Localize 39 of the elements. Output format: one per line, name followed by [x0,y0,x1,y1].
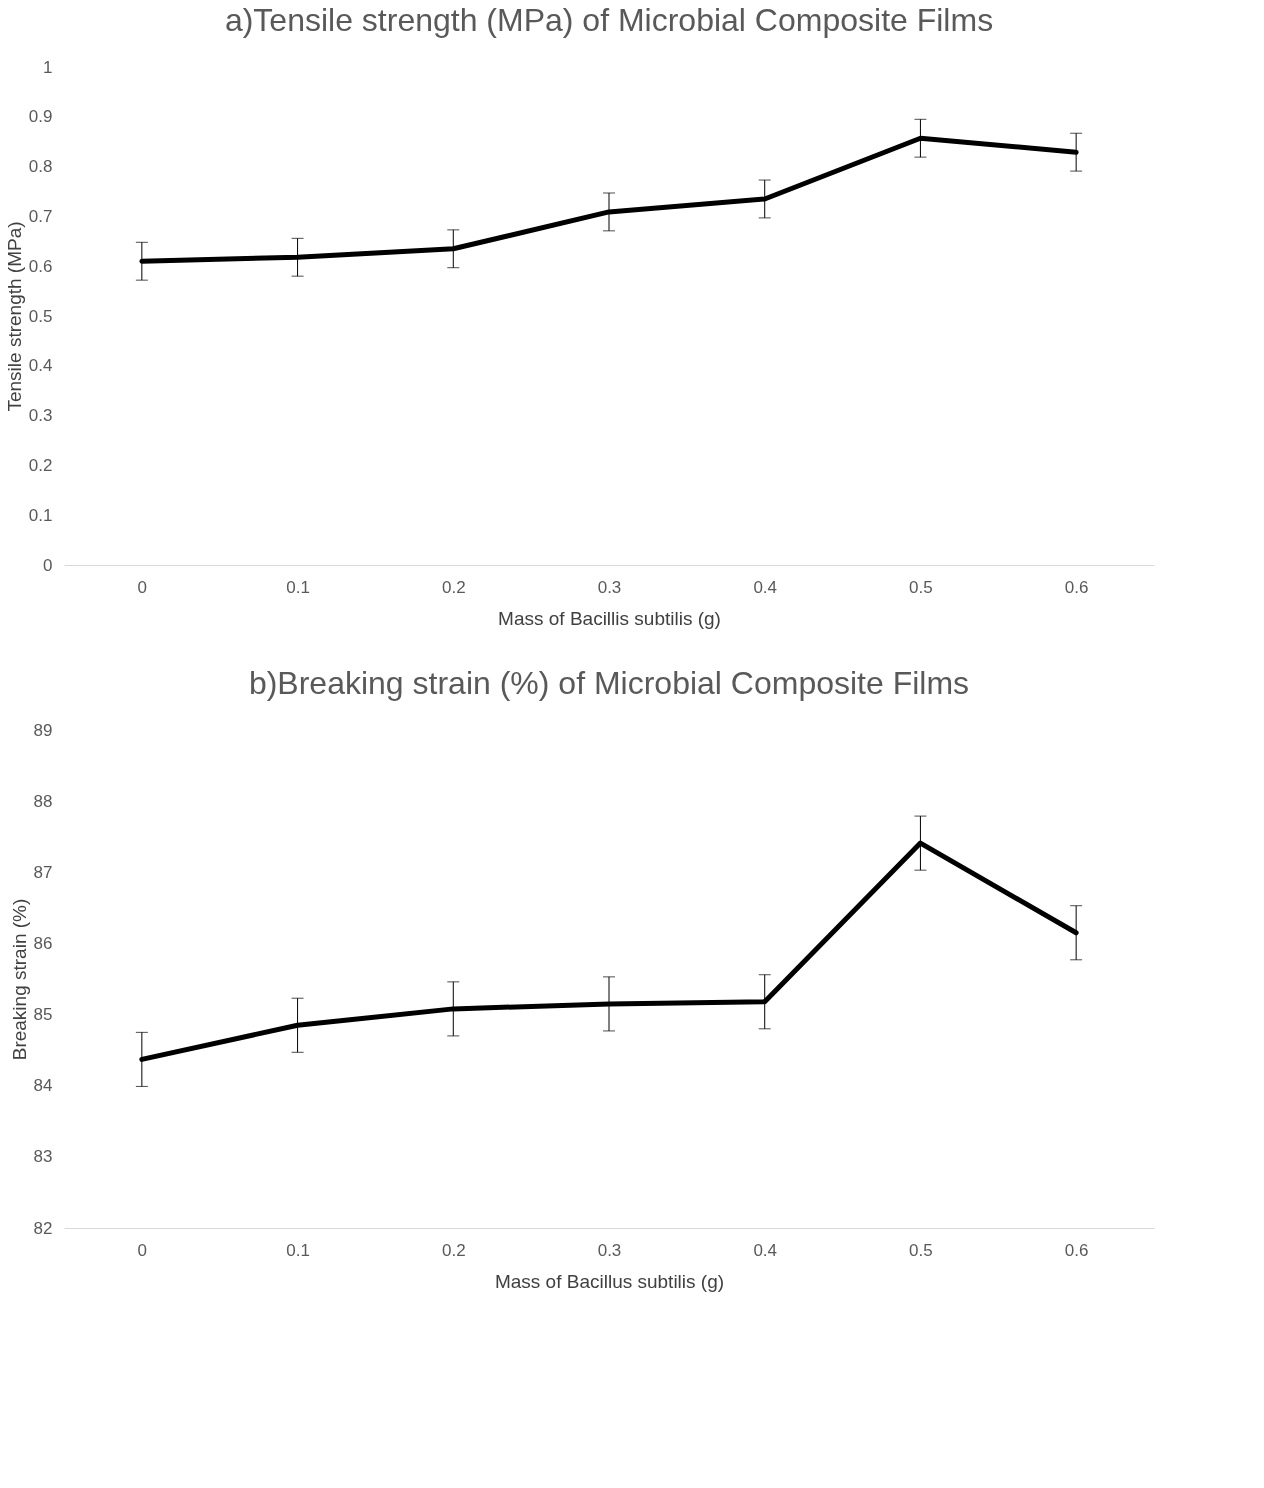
x-tick-label: 0.1 [286,1240,310,1260]
x-tick-label: 0.3 [597,1240,622,1260]
y-tick-label: 0.7 [28,206,53,226]
x-axis-title: Mass of Bacillis subtilis (g) [498,607,721,629]
y-tick-label: 89 [33,720,53,740]
y-tick-label: 88 [33,791,53,811]
y-tick-label: 1 [43,57,53,77]
y-tick-label: 86 [33,933,53,953]
x-tick-label: 0.4 [753,1240,778,1260]
x-tick-label: 0 [137,577,148,597]
y-tick-label: 0 [43,555,53,575]
y-tick-label: 87 [33,862,53,882]
y-tick-label: 82 [33,1218,53,1238]
x-tick-label: 0.5 [909,1240,933,1260]
x-tick-label: 0.3 [597,577,622,597]
y-tick-label: 85 [33,1005,53,1025]
x-tick-label: 0 [137,1240,148,1260]
y-tick-label: 0.6 [28,256,53,276]
y-tick-label: 0.2 [28,455,53,475]
chart-title: b)Breaking strain (%) of Microbial Composite Films [248,665,970,701]
x-tick-label: 0.4 [753,577,778,597]
y-tick-label: 84 [33,1076,53,1096]
y-tick-label: 0.1 [28,505,53,525]
x-tick-label: 0.5 [909,577,933,597]
y-tick-label: 0.4 [28,356,53,376]
y-tick-label: 0.9 [28,107,53,127]
x-tick-label: 0.2 [441,577,466,597]
y-axis-title: Tensile strength (MPa) [3,221,25,412]
chart-title: a)Tensile strength (MPa) of Microbial Composite Films [224,2,994,38]
y-axis-title: Breaking strain (%) [8,898,30,1061]
y-tick-label: 0.5 [28,306,53,326]
x-axis-title: Mass of Bacillus subtilis (g) [494,1270,725,1292]
y-tick-label: 0.3 [28,406,53,426]
x-tick-label: 0.2 [441,1240,466,1260]
y-tick-label: 0.8 [28,157,53,177]
y-tick-label: 83 [33,1147,53,1167]
x-tick-label: 0.6 [1064,577,1089,597]
x-tick-label: 0.6 [1064,1240,1089,1260]
x-tick-label: 0.1 [286,577,310,597]
